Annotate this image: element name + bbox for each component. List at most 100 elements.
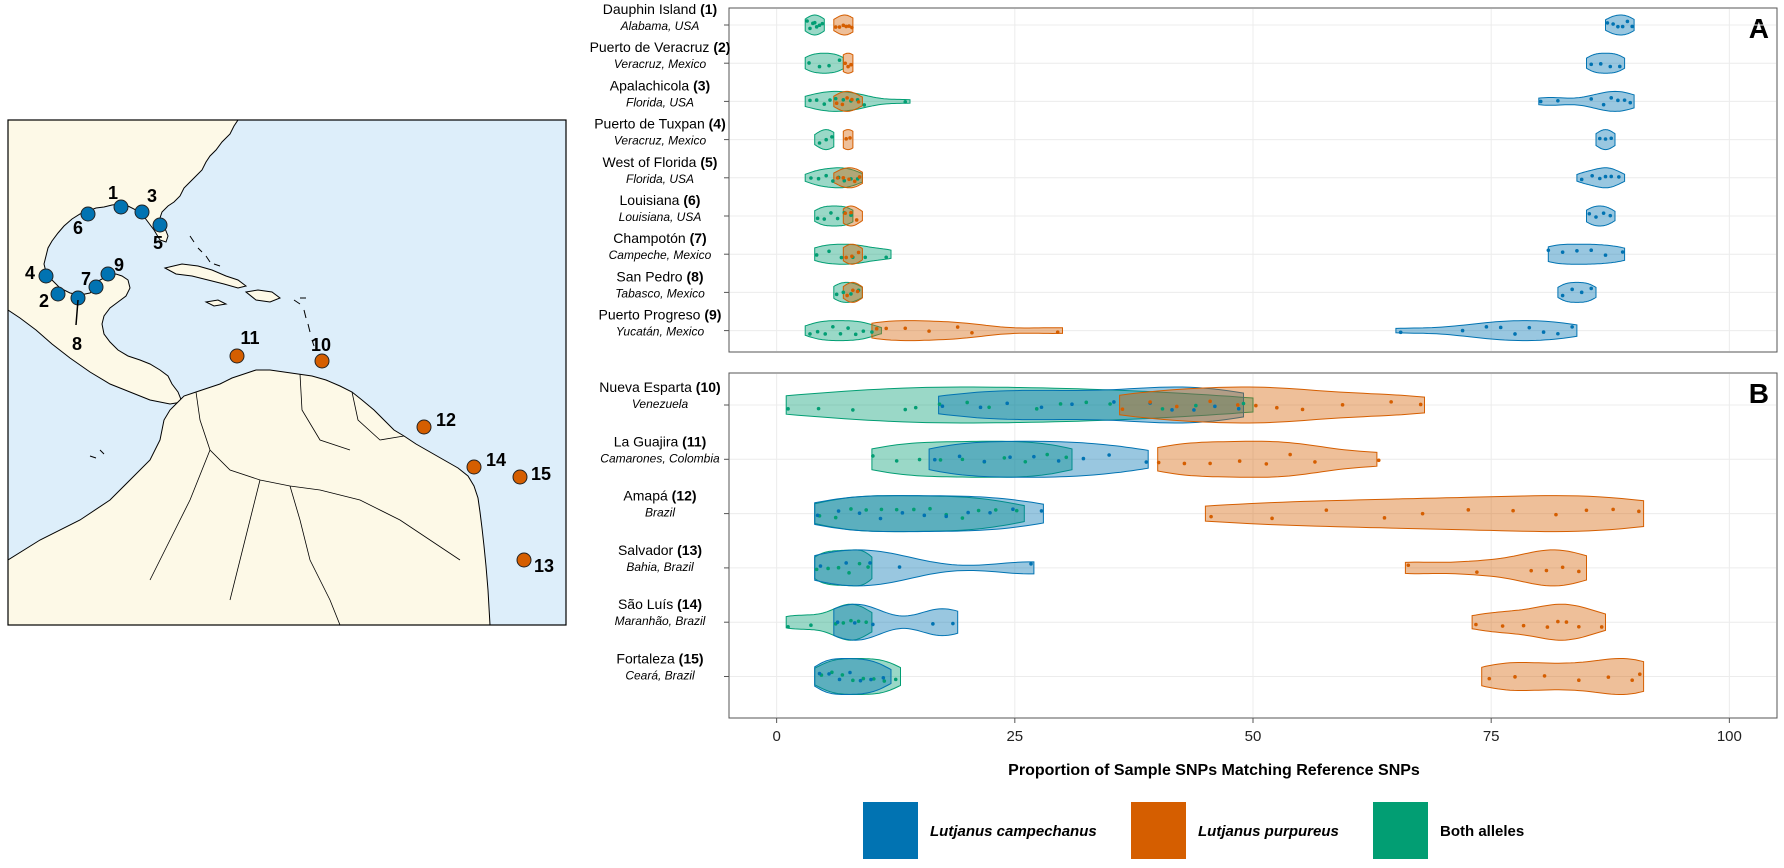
legend-swatch-purpureus <box>1131 802 1186 859</box>
data-point-purpureus <box>1577 624 1581 629</box>
data-point-both <box>912 507 916 512</box>
site-location: Florida, USA <box>626 172 694 186</box>
data-point-both <box>808 26 812 31</box>
map-site-label-12: 12 <box>436 410 456 430</box>
data-point-campechanus <box>1484 325 1489 329</box>
data-point-both <box>829 211 833 215</box>
site-number: (2) <box>713 39 730 55</box>
data-point-both <box>987 405 991 410</box>
data-point-purpureus <box>1513 675 1517 679</box>
hispaniola-island <box>244 289 282 303</box>
violin-both <box>814 549 873 587</box>
violin-purpureus <box>1157 440 1378 478</box>
violin-campechanus <box>928 440 1149 478</box>
data-point-both <box>826 566 830 571</box>
violin-purpureus <box>842 243 863 265</box>
data-point-purpureus <box>1382 516 1387 520</box>
data-point-campechanus <box>1032 454 1036 459</box>
data-point-both <box>1160 407 1165 411</box>
site-location: Veracruz, Mexico <box>614 57 707 71</box>
data-point-purpureus <box>1545 625 1550 629</box>
data-point-purpureus <box>833 25 838 29</box>
site-name: La Guajira <box>614 433 682 449</box>
data-point-both <box>1194 403 1198 408</box>
violin-purpureus <box>1471 603 1606 641</box>
data-point-both <box>846 326 850 330</box>
site-number: (9) <box>704 307 721 323</box>
data-point-campechanus <box>818 564 823 568</box>
violin-campechanus <box>814 658 892 695</box>
site-location: Alabama, USA <box>620 19 700 33</box>
data-point-purpureus <box>1148 400 1152 404</box>
site-number: (11) <box>682 433 706 449</box>
data-point-campechanus <box>1589 62 1594 67</box>
data-point-campechanus <box>848 670 852 675</box>
data-point-purpureus <box>847 24 851 28</box>
legend-label-purpureus: Lutjanus purpureus <box>1198 823 1339 840</box>
data-point-purpureus <box>850 97 854 102</box>
data-point-both <box>830 135 834 139</box>
x-tick-label: 25 <box>1006 728 1023 745</box>
data-point-campechanus <box>982 459 987 464</box>
site-label-2: Puerto de Veracruz (2) <box>590 39 731 55</box>
data-point-purpureus <box>1208 461 1212 466</box>
data-point-both <box>862 103 867 107</box>
violin-purpureus <box>842 52 854 74</box>
map-site-marker-2 <box>50 286 66 302</box>
data-point-purpureus <box>843 211 848 216</box>
data-point-campechanus <box>1603 253 1608 257</box>
data-point-purpureus <box>849 210 853 215</box>
site-number: (12) <box>672 488 697 504</box>
data-point-both <box>812 20 817 25</box>
data-point-campechanus <box>1594 215 1598 219</box>
data-point-both <box>864 620 868 624</box>
data-point-purpureus <box>848 136 852 140</box>
data-point-both <box>823 332 828 336</box>
data-point-purpureus <box>847 177 851 182</box>
data-point-both <box>851 678 855 683</box>
data-point-both <box>841 621 846 625</box>
site-number: (14) <box>677 596 702 612</box>
data-point-campechanus <box>881 676 886 680</box>
violin-campechanus <box>1605 14 1635 36</box>
map-site-label-4: 4 <box>25 263 35 283</box>
data-point-purpureus <box>1288 452 1292 457</box>
data-point-both <box>851 408 855 412</box>
data-point-both <box>849 618 853 623</box>
data-point-purpureus <box>1264 462 1269 466</box>
data-point-campechanus <box>1598 62 1603 66</box>
violin-campechanus <box>1586 205 1616 227</box>
data-point-purpureus <box>1420 511 1425 516</box>
data-point-campechanus <box>1609 136 1614 141</box>
data-point-purpureus <box>1556 619 1560 624</box>
data-point-campechanus <box>1112 400 1116 404</box>
data-point-both <box>808 98 812 103</box>
data-point-both <box>903 407 908 412</box>
data-point-purpureus <box>1564 620 1569 624</box>
data-point-both <box>809 623 813 628</box>
data-point-both <box>822 102 827 106</box>
data-point-purpureus <box>884 326 888 331</box>
panel-letter-B: B <box>1749 378 1769 409</box>
data-point-purpureus <box>850 254 854 259</box>
site-location: Ceará, Brazil <box>625 669 695 683</box>
data-point-campechanus <box>1008 455 1012 460</box>
data-point-purpureus <box>1474 622 1478 627</box>
data-point-both <box>842 178 847 183</box>
violin-campechanus <box>833 603 959 641</box>
site-number: (7) <box>690 230 707 246</box>
data-point-campechanus <box>957 454 962 459</box>
data-point-purpureus <box>1174 404 1179 409</box>
data-point-purpureus <box>1500 624 1505 628</box>
data-point-purpureus <box>1466 508 1471 512</box>
violin-purpureus <box>1204 495 1645 533</box>
data-point-both <box>1241 401 1246 406</box>
data-point-both <box>1084 400 1089 405</box>
data-point-purpureus <box>841 23 846 28</box>
data-point-purpureus <box>1475 570 1479 574</box>
violin-both <box>785 386 1254 424</box>
data-point-campechanus <box>1605 21 1610 25</box>
map-site-label-9: 9 <box>114 255 124 275</box>
data-point-campechanus <box>815 513 820 518</box>
data-point-campechanus <box>817 671 822 676</box>
